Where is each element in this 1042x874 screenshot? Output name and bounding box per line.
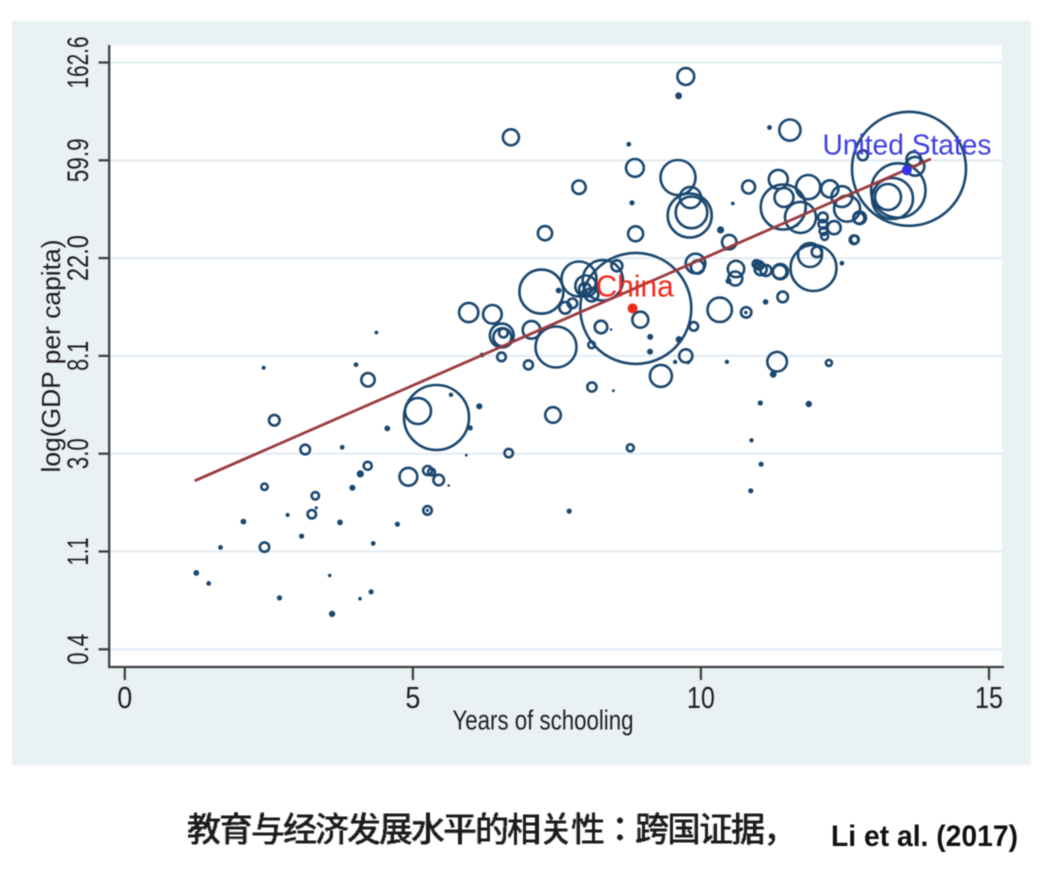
svg-text:United States: United States	[823, 130, 992, 162]
svg-text:162.6: 162.6	[62, 37, 95, 89]
svg-text:Li et al. (2017): Li et al. (2017)	[831, 820, 1018, 853]
svg-text:0.4: 0.4	[62, 634, 95, 665]
svg-text:15: 15	[975, 680, 1003, 715]
svg-text:0: 0	[117, 680, 132, 715]
svg-text:3.0: 3.0	[62, 438, 95, 469]
svg-text:22.0: 22.0	[62, 235, 95, 281]
svg-text:59.9: 59.9	[62, 138, 95, 182]
svg-text:China: China	[596, 269, 675, 304]
svg-text:Years of schooling: Years of schooling	[453, 705, 634, 736]
svg-text:10: 10	[687, 680, 715, 715]
svg-text:8.1: 8.1	[62, 341, 95, 371]
svg-text:1.1: 1.1	[62, 538, 95, 566]
svg-text:5: 5	[405, 680, 420, 715]
svg-text:log(GDP per capita): log(GDP per capita)	[36, 240, 66, 473]
